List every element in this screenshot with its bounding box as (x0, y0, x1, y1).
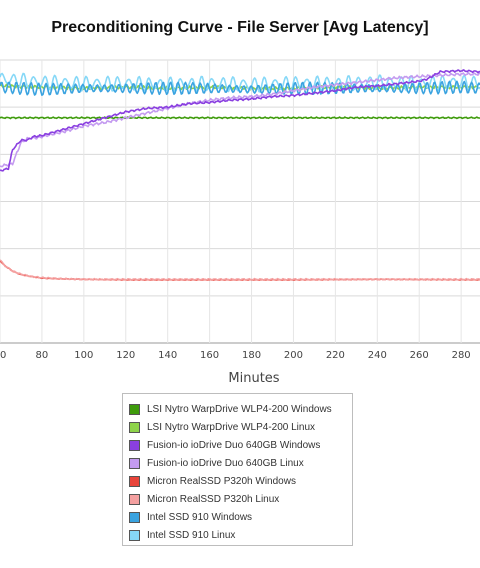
legend-label: Micron RealSSD P320h Windows (147, 475, 296, 487)
x-tick-label: 60 (0, 350, 6, 361)
x-tick-label: 280 (452, 350, 471, 361)
legend-label: LSI Nytro WarpDrive WLP4-200 Windows (147, 403, 332, 415)
legend-item[interactable]: Fusion-io ioDrive Duo 640GB Linux (129, 454, 304, 472)
legend-label: Intel SSD 910 Windows (147, 511, 253, 523)
series-line (0, 80, 480, 96)
x-tick-label: 100 (74, 350, 93, 361)
legend-swatch (129, 475, 140, 487)
series-lines (0, 69, 480, 281)
x-tick-label: 240 (368, 350, 387, 361)
legend-item[interactable]: LSI Nytro WarpDrive WLP4-200 Linux (129, 418, 315, 436)
x-tick-labels: 60 80 100 120 140 160 180 200 220 240 260 280 (0, 350, 471, 361)
series-line (0, 69, 480, 172)
legend-item[interactable]: Fusion-io ioDrive Duo 640GB Windows (129, 436, 320, 454)
chart-title: Preconditioning Curve - File Server [Avg… (51, 19, 429, 36)
x-tick-label: 160 (200, 350, 219, 361)
legend-label: Fusion-io ioDrive Duo 640GB Linux (147, 457, 304, 469)
x-tick-label: 120 (116, 350, 135, 361)
series-line (0, 260, 480, 281)
legend-swatch (129, 511, 140, 523)
series-line (0, 116, 480, 120)
legend-label: LSI Nytro WarpDrive WLP4-200 Linux (147, 421, 316, 433)
legend-swatch (129, 439, 140, 451)
x-tick-label: 200 (284, 350, 303, 361)
legend-swatch (129, 493, 140, 505)
x-tick-label: 140 (158, 350, 177, 361)
legend-item[interactable]: LSI Nytro WarpDrive WLP4-200 Windows (129, 400, 332, 418)
grid-lines (0, 59, 480, 344)
x-tick-label: 180 (242, 350, 261, 361)
series-line (0, 259, 480, 281)
legend-item[interactable]: Micron RealSSD P320h Linux (129, 490, 279, 508)
legend-item[interactable]: Intel SSD 910 Windows (129, 508, 252, 526)
x-tick-label: 260 (410, 350, 429, 361)
x-tick-label: 80 (36, 350, 49, 361)
legend-swatch (129, 529, 140, 541)
legend-swatch (129, 457, 140, 469)
legend: LSI Nytro WarpDrive WLP4-200 Windows LSI … (122, 393, 353, 546)
legend-swatch (129, 403, 140, 415)
legend-item[interactable]: Micron RealSSD P320h Windows (129, 472, 296, 490)
legend-item[interactable]: Intel SSD 910 Linux (129, 526, 235, 544)
series-line (0, 72, 480, 168)
x-axis-label: Minutes (228, 371, 279, 386)
series-line (0, 72, 480, 93)
x-tick-label: 220 (326, 350, 345, 361)
legend-label: Micron RealSSD P320h Linux (147, 493, 280, 505)
legend-label: Fusion-io ioDrive Duo 640GB Windows (147, 439, 321, 451)
legend-swatch (129, 421, 140, 433)
legend-label: Intel SSD 910 Linux (147, 529, 236, 541)
